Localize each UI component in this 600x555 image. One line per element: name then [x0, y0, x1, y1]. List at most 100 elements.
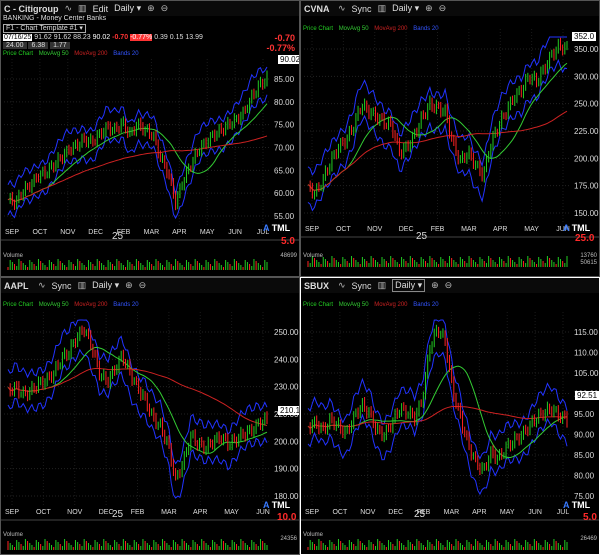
symbol-label[interactable]: SBUX	[304, 280, 330, 291]
sync-label[interactable]: Sync	[51, 280, 72, 291]
template-dropdown[interactable]: F1 - Chart Template #1 ▾	[3, 24, 86, 33]
chart-pane-sbux[interactable]: SBUX ∿ Sync ▥ Daily ▾ ⊕ ⊖ Price Chart Mo…	[300, 277, 600, 555]
chart-pane-citigroup[interactable]: C - Citigroup ∿ ▥ Edit Daily ▾ ⊕ ⊖ BANKI…	[0, 0, 300, 277]
edit-button[interactable]: Edit	[92, 3, 109, 14]
x-axis-label: NOV	[60, 229, 76, 236]
moving-average-50-line	[7, 103, 268, 202]
x-axis-label: APR	[472, 509, 486, 516]
interval-dropdown[interactable]: Daily ▾	[392, 279, 426, 292]
atml-indicator[interactable]: A TML	[563, 223, 591, 233]
atml-indicator[interactable]: A TML	[263, 500, 291, 510]
bollinger-band	[307, 351, 568, 496]
symbol-label[interactable]: C - Citigroup	[4, 3, 59, 14]
x-axis-label: MAR	[461, 226, 477, 233]
sync-icon[interactable]: ∿	[338, 3, 346, 13]
sync-label[interactable]: Sync	[351, 3, 372, 14]
bollinger-band	[7, 348, 268, 499]
sync-icon[interactable]: ∿	[338, 280, 346, 290]
sync-label[interactable]: Sync	[351, 280, 372, 291]
x-axis-label: NOV	[360, 509, 376, 516]
zoom-in-icon[interactable]: ⊕	[125, 280, 133, 290]
y-axis-label: 115.00	[574, 328, 598, 337]
x-axis-label: MAY	[524, 226, 539, 233]
zoom-out-icon[interactable]: ⊖	[138, 280, 147, 290]
x-axis-label: APR	[193, 509, 207, 516]
year-label: 25	[112, 231, 124, 242]
x-axis-label: MAR	[444, 509, 460, 516]
symbol-label[interactable]: AAPL	[4, 280, 29, 291]
zoom-in-icon[interactable]: ⊕	[147, 3, 155, 13]
zoom-in-icon[interactable]: ⊕	[425, 3, 433, 13]
x-axis-label: OCT	[336, 226, 352, 233]
y-axis-label: 80.00	[574, 472, 595, 481]
zoom-out-icon[interactable]: ⊖	[444, 280, 453, 290]
y-axis-label: 85.00	[574, 451, 595, 460]
sync-icon[interactable]: ∿	[64, 3, 73, 13]
chart-legend: Price Chart MovAvg 50 MovAvg 200 Bands 2…	[3, 302, 139, 308]
x-axis-label: JUN	[256, 509, 270, 516]
y-axis-label: 200.00	[574, 154, 599, 163]
scale-value: 5.0	[583, 512, 597, 523]
y-axis-label: 55.00	[274, 212, 295, 221]
x-axis-label: SEP	[305, 226, 319, 233]
y-axis-label: 240.00	[274, 355, 299, 364]
price-chart-cvna: 350.00 300.00 250.00 225.00 200.00 175.00 150.…	[301, 29, 599, 267]
x-axis-label: JUL	[557, 509, 570, 516]
chart-legend: Price Chart MovAvg 50 MovAvg 200 Bands 2…	[3, 51, 139, 57]
quote-row: 07/16/25 91.62 91.62 88.23 90.02 -0.70 -…	[3, 34, 203, 41]
y-axis-label: 70.00	[274, 144, 295, 153]
moving-average-200-line	[307, 110, 568, 191]
chart-pane-aapl[interactable]: AAPL ∿ Sync ▥ Daily ▾ ⊕ ⊖ Price Chart Mo…	[0, 277, 300, 555]
atml-indicator[interactable]: A TML	[263, 223, 291, 233]
bars-icon[interactable]: ▥	[78, 3, 87, 13]
interval-dropdown[interactable]: Daily ▾	[114, 3, 142, 13]
y-axis-label: 200.00	[274, 437, 299, 446]
atml-indicator[interactable]: A TML	[563, 500, 591, 510]
volume-label: Volume	[3, 532, 24, 538]
x-axis-label: SEP	[305, 509, 319, 516]
x-axis-label: JUN	[228, 229, 242, 236]
x-axis-label: DEC	[88, 229, 103, 236]
x-axis-label: NOV	[367, 226, 383, 233]
zoom-in-icon[interactable]: ⊕	[431, 280, 439, 290]
last-price-tag: 90.02	[278, 55, 299, 64]
x-axis-label: APR	[172, 229, 186, 236]
scale-value: 5.0	[281, 236, 295, 247]
zoom-out-icon[interactable]: ⊖	[160, 3, 169, 13]
y-axis-label: 180.00	[274, 492, 299, 501]
sync-icon[interactable]: ∿	[38, 280, 46, 290]
x-axis-label: JUN	[556, 226, 570, 233]
x-axis-label: SEP	[5, 509, 19, 516]
y-axis-label: 225.00	[574, 127, 599, 136]
volume-readout: 24356	[280, 536, 297, 542]
x-axis-label: FEB	[131, 509, 145, 516]
bars-icon[interactable]: ▥	[377, 3, 387, 13]
x-axis-label: MAY	[224, 509, 239, 516]
x-axis-label: MAY	[200, 229, 215, 236]
quote-row-2: 24.00 6.38 1.77	[3, 42, 70, 49]
y-axis-label: 350.00	[574, 45, 599, 54]
interval-dropdown[interactable]: Daily ▾	[92, 280, 120, 290]
y-axis-label: 175.00	[574, 182, 599, 191]
year-label: 25	[416, 231, 428, 242]
zoom-out-icon[interactable]: ⊖	[438, 3, 447, 13]
symbol-label[interactable]: CVNA	[304, 3, 330, 14]
bollinger-band	[7, 66, 268, 196]
x-axis-label: SEP	[5, 229, 19, 236]
y-axis-label: 110.00	[574, 349, 598, 358]
y-axis-label: 105.00	[574, 369, 599, 378]
volume-readout: 26469	[580, 536, 597, 542]
moving-average-200-line	[7, 367, 268, 427]
x-axis-label: DEC	[388, 509, 403, 516]
bars-icon[interactable]: ▥	[377, 280, 387, 290]
chart-pane-cvna[interactable]: CVNA ∿ Sync ▥ Daily ▾ ⊕ ⊖ Price Chart Mo…	[300, 0, 600, 277]
y-axis-label: 60.00	[274, 189, 295, 198]
bars-icon[interactable]: ▥	[77, 280, 87, 290]
y-axis-label: 150.00	[574, 209, 599, 218]
price-chart-aapl: 250.00240.00230.00220.00200.00190.00180.…	[1, 312, 299, 550]
price-chart-sbux: 115.00110.00105.00100.0095.0090.0085.008…	[301, 312, 599, 550]
price-chart-citigroup: 85.00 80.00 75.00 70.00 65.00 60.00 55.00 SEP OC…	[1, 59, 299, 270]
x-axis-label: FEB	[117, 229, 131, 236]
y-axis-label: 250.00	[574, 100, 599, 109]
interval-dropdown[interactable]: Daily ▾	[392, 3, 420, 13]
